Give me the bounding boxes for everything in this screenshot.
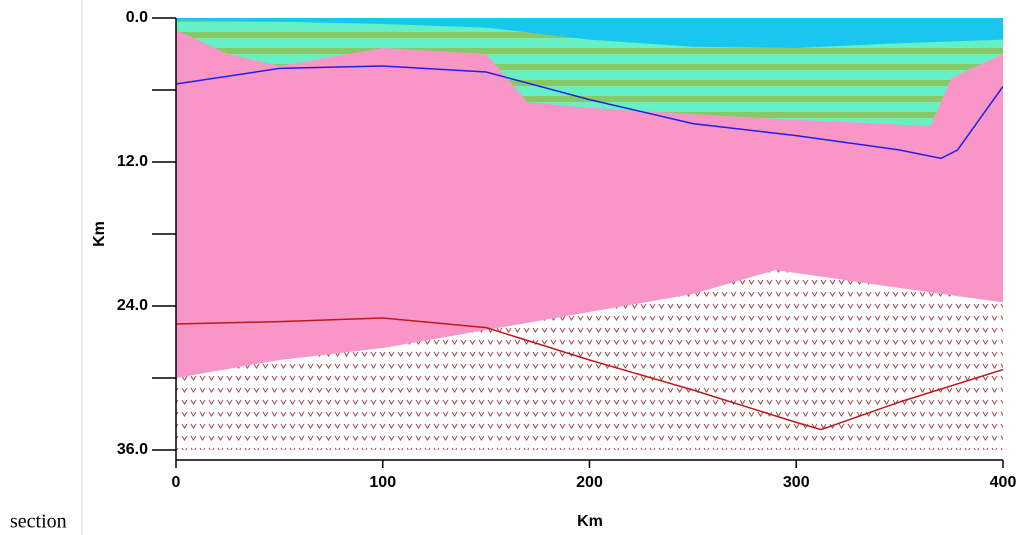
y-tick-label: 0.0 xyxy=(126,9,148,26)
axes: 0.0 12.0 24.0 36.0 0 100 200 300 400 xyxy=(117,9,1017,491)
side-label: section xyxy=(10,511,67,533)
line xyxy=(176,65,1003,160)
plot-area xyxy=(176,18,1003,450)
x-axis-label: Km xyxy=(577,513,603,530)
x-tick-label: 0 xyxy=(172,474,181,491)
y-axis-label: Km xyxy=(91,221,108,247)
x-tick-label: 400 xyxy=(990,474,1017,491)
line xyxy=(176,317,1003,431)
y-tick-label: 24.0 xyxy=(117,297,148,314)
y-tick-label: 36.0 xyxy=(117,441,148,458)
x-tick-label: 200 xyxy=(576,474,603,491)
x-tick-label: 100 xyxy=(369,474,396,491)
y-tick-label: 12.0 xyxy=(117,153,148,170)
layer xyxy=(176,18,1003,48)
x-tick-label: 300 xyxy=(783,474,810,491)
